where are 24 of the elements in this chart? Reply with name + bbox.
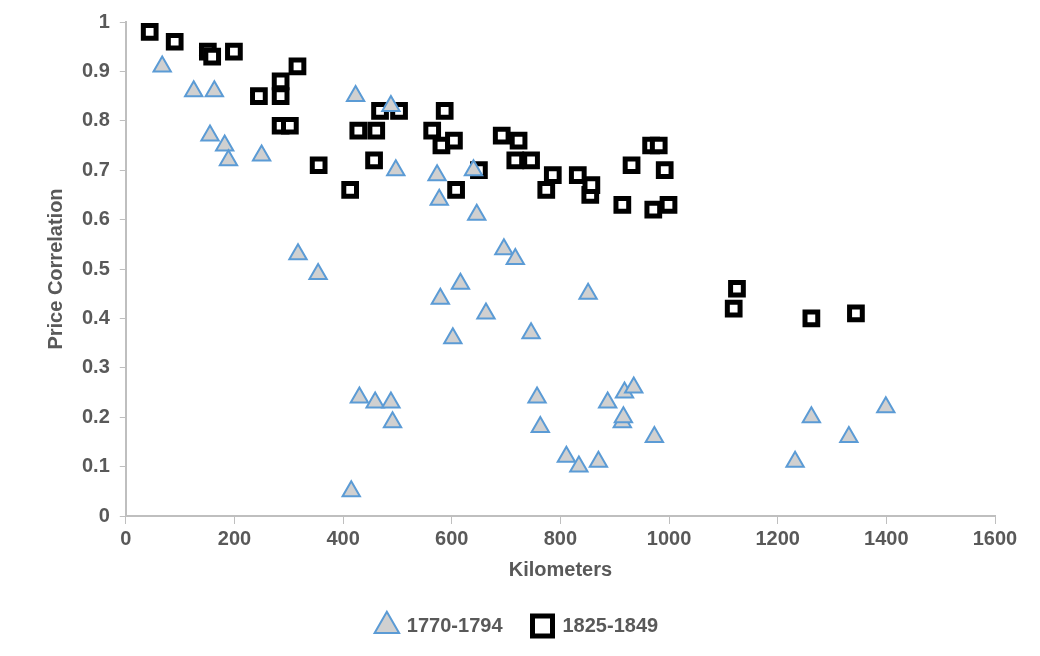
x-tick-label: 1200 (755, 526, 800, 549)
y-tick-label: 0.4 (81, 305, 111, 328)
x-tick-label: 200 (217, 526, 252, 549)
y-tick-label: 0.3 (81, 355, 110, 378)
y-tick-label: 0.1 (81, 454, 110, 477)
x-tick-label: 1000 (646, 526, 692, 549)
x-tick-label: 800 (543, 526, 578, 549)
y-tick-label: 0.6 (81, 207, 110, 230)
x-tick-label: 0 (120, 526, 132, 549)
y-tick-label: 0.7 (81, 157, 110, 180)
y-tick-label: 0.9 (81, 58, 110, 81)
y-tick-label: 1 (98, 9, 110, 32)
legend-label: 1770-1794 (406, 613, 504, 636)
x-tick-label: 400 (326, 526, 360, 549)
y-tick-label: 0.8 (81, 108, 110, 131)
legend-label: 1825-1849 (562, 613, 659, 636)
x-tick-label: 1400 (864, 526, 909, 549)
x-axis-title: Kilometers (508, 557, 613, 580)
y-axis-title: Price Correlation (43, 188, 66, 350)
x-tick-label: 600 (435, 526, 469, 549)
x-tick-label: 1600 (972, 526, 1018, 549)
y-tick-label: 0 (98, 503, 110, 526)
y-tick-label: 0.5 (81, 256, 110, 279)
y-tick-label: 0.2 (81, 404, 110, 427)
